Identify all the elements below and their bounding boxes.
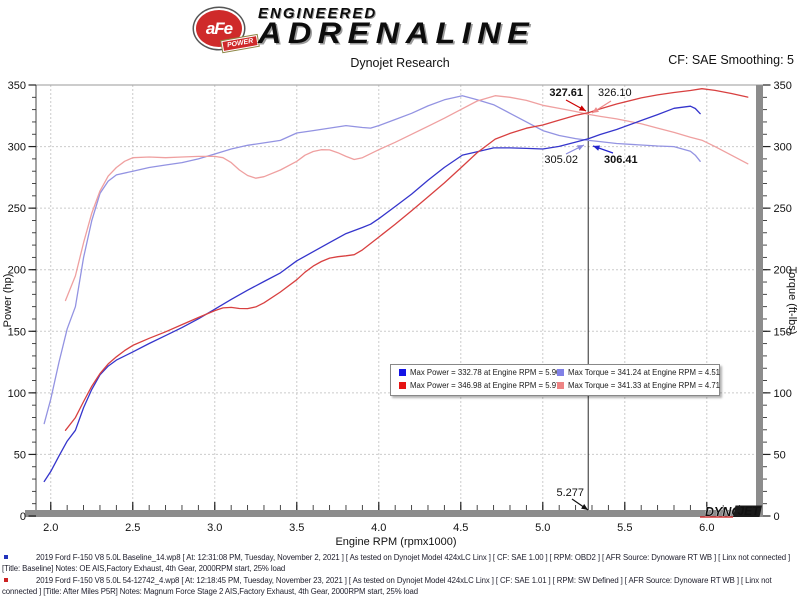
x-axis-title: Engine RPM (rpmx1000) — [335, 536, 456, 548]
x-tick-label: 4.5 — [453, 522, 468, 534]
legend-item-max-power-after: Max Power = 346.98 at Engine RPM = 5.97 — [399, 381, 560, 390]
afe-power-logo: aFe POWER — [192, 6, 259, 53]
footnote-bullet-blue — [4, 555, 8, 559]
cf-smoothing-label: CF: SAE Smoothing: 5 — [668, 53, 794, 67]
y-tick-label-right: 250 — [774, 203, 792, 215]
x-tick-label: 5.5 — [617, 522, 632, 534]
x-tick-label: 3.0 — [207, 522, 222, 534]
footnote-baseline-run: 2019 Ford F-150 V8 5.0L Baseline_14.wp8 … — [2, 552, 797, 574]
curve-torque-baseline — [43, 95, 701, 425]
run-footnotes: 2019 Ford F-150 V8 5.0L Baseline_14.wp8 … — [2, 552, 797, 598]
brand-adrenaline-text: ADRENALINE — [258, 17, 536, 50]
footnote-after-run: 2019 Ford F-150 V8 5.0L 54-12742_4.wp8 [… — [2, 575, 797, 597]
y-tick-label-left: 350 — [8, 80, 26, 92]
page-title: Dynojet Research — [350, 56, 450, 70]
afe-logo-text: aFe — [205, 18, 233, 38]
y-tick-label-left: 0 — [20, 511, 26, 523]
annotation-306.41: 306.41 — [604, 154, 638, 166]
x-tick-label: 3.5 — [289, 522, 304, 534]
legend-label: Max Torque = 341.33 at Engine RPM = 4.71 — [568, 381, 720, 390]
y-tick-label-right: 0 — [774, 511, 780, 523]
y-axis-bar-right — [756, 85, 763, 517]
dynojet-logo-slab — [733, 505, 762, 517]
annotation-5.277: 5.277 — [556, 487, 584, 499]
y-tick-label-right: 150 — [774, 326, 792, 338]
curve-power-baseline — [43, 105, 701, 483]
legend-swatch-power-after — [399, 382, 406, 389]
y-tick-label-left: 150 — [8, 326, 26, 338]
brand-wordmark: ENGINEERED ADRENALINE — [258, 5, 529, 51]
legend-item-max-power-baseline: Max Power = 332.78 at Engine RPM = 5.90 — [399, 368, 560, 377]
x-tick-label: 5.0 — [535, 522, 550, 534]
annotation-arrow-306.41-head — [593, 145, 601, 151]
x-tick-label: 2.0 — [43, 522, 58, 534]
legend-swatch-torque-after — [557, 382, 564, 389]
x-tick-label: 4.0 — [371, 522, 386, 534]
annotation-305.02: 305.02 — [544, 154, 578, 166]
x-tick-label: 2.5 — [125, 522, 140, 534]
legend-box: Max Power = 332.78 at Engine RPM = 5.90 … — [390, 364, 720, 396]
legend-label: Max Power = 332.78 at Engine RPM = 5.90 — [410, 368, 561, 377]
footnote-text: 2019 Ford F-150 V8 5.0L Baseline_14.wp8 … — [2, 553, 791, 573]
afe-logo-circle: aFe — [194, 8, 244, 49]
legend-item-max-torque-baseline: Max Torque = 341.24 at Engine RPM = 4.51 — [557, 368, 720, 377]
legend-swatch-power-baseline — [399, 369, 406, 376]
y-tick-label-left: 250 — [8, 203, 26, 215]
y-tick-label-right: 350 — [774, 80, 792, 92]
y-tick-label-left: 300 — [8, 142, 26, 154]
annotation-arrow-327.61-head — [578, 105, 586, 111]
legend-label: Max Torque = 341.24 at Engine RPM = 4.51 — [568, 368, 720, 377]
y-tick-label-left: 50 — [14, 449, 26, 461]
annotation-arrow-305.02-head — [576, 145, 584, 151]
legend-swatch-torque-baseline — [557, 369, 564, 376]
legend-label: Max Power = 346.98 at Engine RPM = 5.97 — [410, 381, 561, 390]
curve-power-after — [64, 88, 749, 431]
y-tick-label-right: 100 — [774, 388, 792, 400]
annotation-326.10: 326.10 — [598, 87, 632, 99]
y-axis-title-left: Power (hp) — [2, 274, 14, 328]
x-tick-label: 6.0 — [699, 522, 714, 534]
y-tick-label-right: 200 — [774, 265, 792, 277]
legend-item-max-torque-after: Max Torque = 341.33 at Engine RPM = 4.71 — [557, 381, 720, 390]
annotation-arrow-5.277-head — [581, 504, 588, 510]
y-tick-label-left: 200 — [8, 265, 26, 277]
footnote-bullet-red — [4, 578, 8, 582]
dynojet-logo-dyno: DYNO — [705, 505, 741, 519]
brand-engineered-text: ENGINEERED — [258, 5, 378, 22]
dynojet-logo-jet: JET — [738, 504, 762, 518]
curve-torque-after — [64, 95, 749, 302]
y-tick-label-right: 50 — [774, 449, 786, 461]
annotation-arrow-326.10-head — [592, 107, 599, 113]
y-tick-label-left: 100 — [8, 388, 26, 400]
x-axis-bar — [25, 510, 763, 517]
footnote-text: 2019 Ford F-150 V8 5.0L 54-12742_4.wp8 [… — [2, 576, 772, 596]
annotation-327.61: 327.61 — [549, 87, 583, 99]
y-tick-label-right: 300 — [774, 142, 792, 154]
y-axis-title-right: Torque (ft-lbs) — [786, 267, 798, 335]
